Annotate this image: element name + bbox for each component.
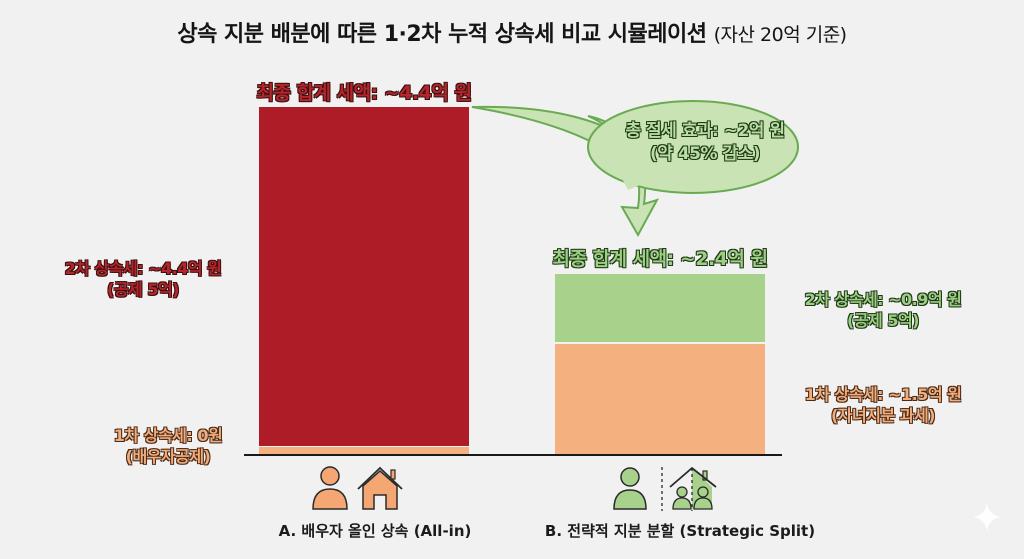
savings-callout-line2: (약 45% 감소) (650, 144, 761, 164)
bar-b-first-tax-segment (555, 344, 765, 455)
bar-a-first-tax-annotation: 1차 상속세: 0원 (배우자공제) (78, 425, 258, 467)
bar-b-first-tax-label: 1차 상속세: ~1.5억 원 (804, 385, 962, 404)
bar-b-second-tax-segment (555, 274, 765, 342)
split-house-children-icon (669, 466, 717, 511)
bar-b-first-tax-annotation: 1차 상속세: ~1.5억 원 (자녀지분 과세) (778, 384, 988, 426)
scenario-b-label: B. 전략적 지분 분할 (Strategic Split) (544, 522, 816, 540)
chart-title: 상속 지분 배분에 따른 1·2차 누적 상속세 비교 시뮬레이션 (자산 20… (0, 16, 1024, 48)
bar-a-first-tax-label: 1차 상속세: 0원 (113, 426, 223, 445)
person-icon (613, 467, 647, 510)
bar-b-first-tax-note: (자녀지분 과세) (830, 406, 936, 425)
bar-b-second-tax-annotation: 2차 상속세: ~0.9억 원 (공제 5억) (778, 289, 988, 331)
bar-a-second-tax-annotation: 2차 상속세: ~4.4억 원 (공제 5억) (38, 258, 248, 300)
sparkle-icon (973, 503, 1001, 531)
x-axis-baseline (244, 454, 782, 456)
savings-callout: 총 절세 효과: ~2억 원 (약 45% 감소) (590, 120, 820, 166)
scenario-a-label: A. 배우자 올인 상속 (All-in) (278, 522, 472, 540)
savings-arrow-icon (471, 100, 799, 238)
scenario-b-icons (613, 466, 717, 511)
bar-b-second-tax-note: (공제 5억) (847, 311, 920, 330)
bar-a-second-tax-segment (259, 107, 469, 446)
person-icon (312, 466, 348, 510)
chart-title-main: 상속 지분 배분에 따른 1·2차 누적 상속세 비교 시뮬레이션 (177, 22, 707, 47)
bar-a-total-label: 최종 합계 세액: ~4.4억 원 (256, 82, 472, 104)
house-icon (357, 466, 403, 510)
bar-a-first-tax-note: (배우자공제) (125, 447, 211, 466)
savings-callout-line1: 총 절세 효과: ~2억 원 (625, 121, 785, 141)
bar-b-total-label: 최종 합계 세액: ~2.4억 원 (552, 248, 768, 270)
bar-a-second-tax-label: 2차 상속세: ~4.4억 원 (64, 259, 222, 278)
bar-b-second-tax-label: 2차 상속세: ~0.9억 원 (804, 290, 962, 309)
bar-a-second-tax-note: (공제 5억) (107, 280, 180, 299)
scenario-a-icons (312, 466, 403, 510)
chart-title-sub: (자산 20억 기준) (713, 24, 847, 46)
bar-a-first-tax-segment (259, 447, 469, 455)
